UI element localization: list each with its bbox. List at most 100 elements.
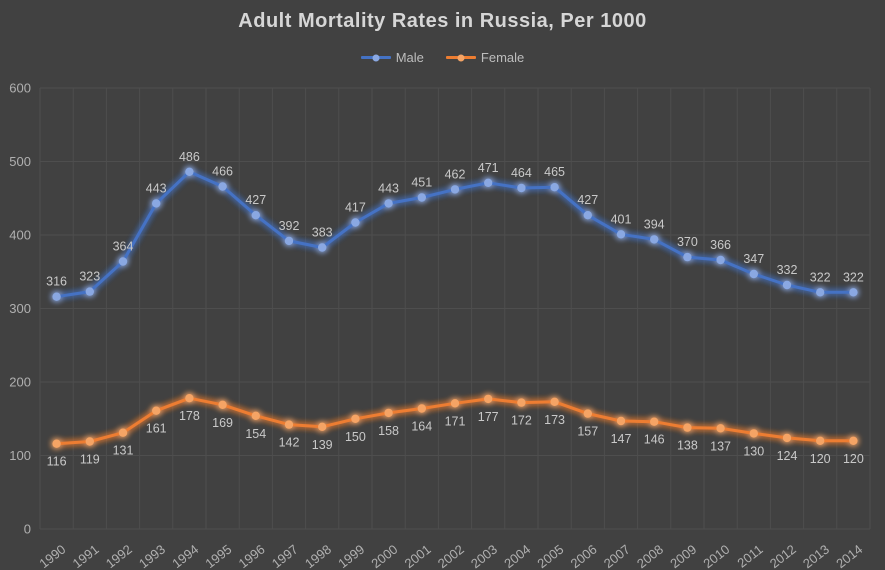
legend-female-label: Female	[480, 50, 525, 65]
male-data-point[interactable]	[152, 199, 161, 208]
male-data-label: 466	[212, 165, 233, 179]
female-data-label: 138	[677, 439, 698, 453]
female-data-point[interactable]	[816, 436, 825, 445]
male-data-point[interactable]	[550, 183, 559, 192]
female-data-point[interactable]	[52, 439, 61, 448]
male-data-point[interactable]	[484, 178, 493, 187]
male-data-label: 332	[777, 263, 798, 277]
female-data-label: 131	[113, 444, 134, 458]
x-axis-tick-label: 2014	[833, 542, 865, 570]
x-axis-tick-label: 2005	[534, 542, 566, 570]
female-data-point[interactable]	[384, 408, 393, 418]
y-axis-tick-label: 600	[9, 81, 31, 96]
x-axis-tick-label: 2008	[634, 542, 666, 570]
legend-male-line-marker-icon	[360, 54, 391, 61]
male-data-point[interactable]	[849, 288, 858, 297]
female-data-point[interactable]	[550, 397, 559, 406]
female-data-point[interactable]	[118, 428, 128, 437]
female-data-point[interactable]	[218, 400, 227, 409]
male-data-label: 443	[378, 181, 399, 195]
male-data-point[interactable]	[749, 269, 758, 279]
female-data-label: 154	[245, 427, 266, 441]
female-data-point[interactable]	[716, 424, 725, 433]
male-data-point[interactable]	[85, 287, 95, 296]
male-data-point[interactable]	[782, 280, 792, 290]
female-data-point[interactable]	[85, 437, 95, 446]
male-data-point[interactable]	[816, 288, 825, 297]
male-data-point[interactable]	[218, 182, 227, 191]
female-data-point[interactable]	[849, 436, 858, 445]
x-axis-tick-label: 2010	[700, 542, 732, 570]
female-data-label: 169	[212, 416, 233, 430]
x-axis-tick-label: 2002	[435, 542, 467, 570]
male-data-label: 394	[644, 217, 665, 231]
female-data-point[interactable]	[417, 404, 426, 413]
male-data-point[interactable]	[450, 185, 460, 194]
male-data-label: 370	[677, 235, 698, 249]
female-data-point[interactable]	[251, 411, 260, 420]
x-axis-tick-label: 1996	[236, 542, 268, 570]
chart-title: Adult Mortality Rates in Russia, Per 100…	[238, 10, 647, 32]
female-data-point[interactable]	[152, 406, 161, 415]
male-data-point[interactable]	[52, 292, 61, 301]
male-data-point[interactable]	[284, 236, 294, 246]
female-data-point[interactable]	[284, 420, 294, 429]
y-axis-tick-label: 300	[9, 301, 31, 316]
male-data-point[interactable]	[683, 252, 692, 262]
male-data-point[interactable]	[384, 199, 393, 208]
male-data-label: 322	[810, 270, 831, 284]
female-data-point[interactable]	[517, 398, 526, 407]
female-data-point[interactable]	[351, 414, 360, 423]
male-data-point[interactable]	[650, 235, 659, 244]
female-data-label: 146	[644, 433, 665, 447]
female-data-label: 161	[146, 422, 167, 436]
male-data-point[interactable]	[616, 230, 626, 239]
male-data-label: 392	[279, 219, 300, 233]
gridlines	[39, 87, 871, 530]
male-data-point[interactable]	[517, 183, 526, 193]
female-data-label: 120	[810, 452, 831, 466]
x-axis-tick-label: 1998	[302, 542, 334, 570]
female-data-label: 116	[47, 455, 67, 469]
x-axis-tick-label: 1995	[202, 542, 234, 570]
x-axis-tick-label: 1999	[335, 542, 367, 570]
x-axis-tick-label: 1993	[136, 542, 168, 570]
female-data-point[interactable]	[782, 433, 792, 443]
male-data-point[interactable]	[185, 167, 194, 176]
female-data-label: 147	[611, 432, 632, 446]
legend-item-female[interactable]: Female	[445, 50, 525, 65]
male-data-point[interactable]	[251, 211, 260, 220]
male-data-point[interactable]	[351, 218, 360, 227]
male-data-point[interactable]	[417, 193, 426, 202]
series-male	[52, 167, 858, 301]
male-data-point[interactable]	[118, 257, 128, 266]
legend-item-male[interactable]: Male	[360, 50, 424, 65]
male-data-point[interactable]	[716, 255, 725, 265]
female-data-point[interactable]	[484, 394, 493, 404]
male-data-label: 347	[743, 252, 764, 266]
male-data-label: 443	[146, 181, 167, 195]
y-axis-tick-label: 400	[9, 228, 31, 243]
female-data-label: 124	[777, 449, 798, 463]
x-axis-tick-label: 2011	[734, 542, 765, 570]
female-data-label: 172	[511, 414, 532, 428]
female-data-point[interactable]	[583, 409, 592, 418]
male-data-point[interactable]	[318, 243, 327, 252]
male-data-label: 451	[411, 176, 432, 190]
female-data-label: 139	[312, 438, 333, 452]
female-data-point[interactable]	[616, 416, 626, 426]
female-data-point[interactable]	[683, 423, 692, 432]
x-axis-tick-label: 2000	[368, 542, 400, 570]
female-data-point[interactable]	[318, 422, 327, 431]
female-data-label: 120	[843, 452, 864, 466]
female-data-label: 142	[279, 436, 300, 450]
female-data-point[interactable]	[450, 399, 460, 408]
male-data-point[interactable]	[583, 211, 592, 220]
male-data-label: 322	[843, 270, 864, 284]
female-data-point[interactable]	[749, 429, 758, 438]
female-data-point[interactable]	[650, 417, 659, 426]
male-data-label: 427	[245, 193, 266, 207]
female-data-point[interactable]	[185, 394, 194, 403]
